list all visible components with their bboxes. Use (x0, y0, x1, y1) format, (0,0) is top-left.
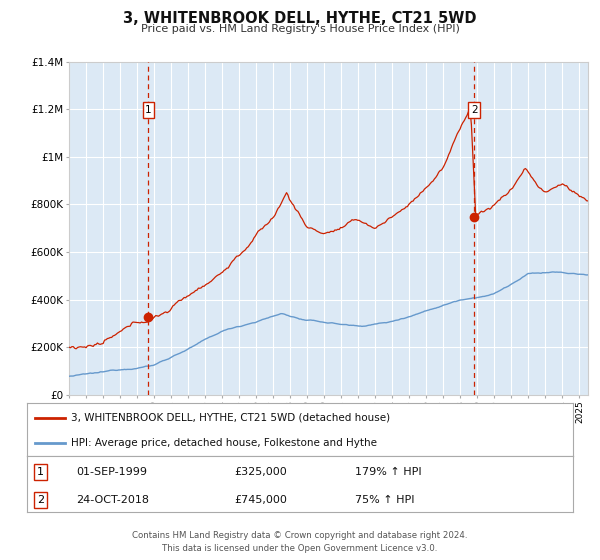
Text: HPI: Average price, detached house, Folkestone and Hythe: HPI: Average price, detached house, Folk… (71, 438, 377, 448)
Text: This data is licensed under the Open Government Licence v3.0.: This data is licensed under the Open Gov… (163, 544, 437, 553)
Text: 1: 1 (37, 467, 44, 477)
Text: Contains HM Land Registry data © Crown copyright and database right 2024.: Contains HM Land Registry data © Crown c… (132, 531, 468, 540)
Text: 179% ↑ HPI: 179% ↑ HPI (355, 467, 421, 477)
Text: £325,000: £325,000 (235, 467, 287, 477)
Text: 24-OCT-2018: 24-OCT-2018 (76, 495, 149, 505)
Text: 3, WHITENBROOK DELL, HYTHE, CT21 5WD (detached house): 3, WHITENBROOK DELL, HYTHE, CT21 5WD (de… (71, 413, 390, 423)
Text: 01-SEP-1999: 01-SEP-1999 (76, 467, 147, 477)
Text: £745,000: £745,000 (235, 495, 287, 505)
Text: Price paid vs. HM Land Registry's House Price Index (HPI): Price paid vs. HM Land Registry's House … (140, 24, 460, 34)
Text: 1: 1 (145, 105, 152, 115)
Text: 75% ↑ HPI: 75% ↑ HPI (355, 495, 414, 505)
Text: 3, WHITENBROOK DELL, HYTHE, CT21 5WD: 3, WHITENBROOK DELL, HYTHE, CT21 5WD (123, 11, 477, 26)
Text: 2: 2 (471, 105, 478, 115)
Text: 2: 2 (37, 495, 44, 505)
